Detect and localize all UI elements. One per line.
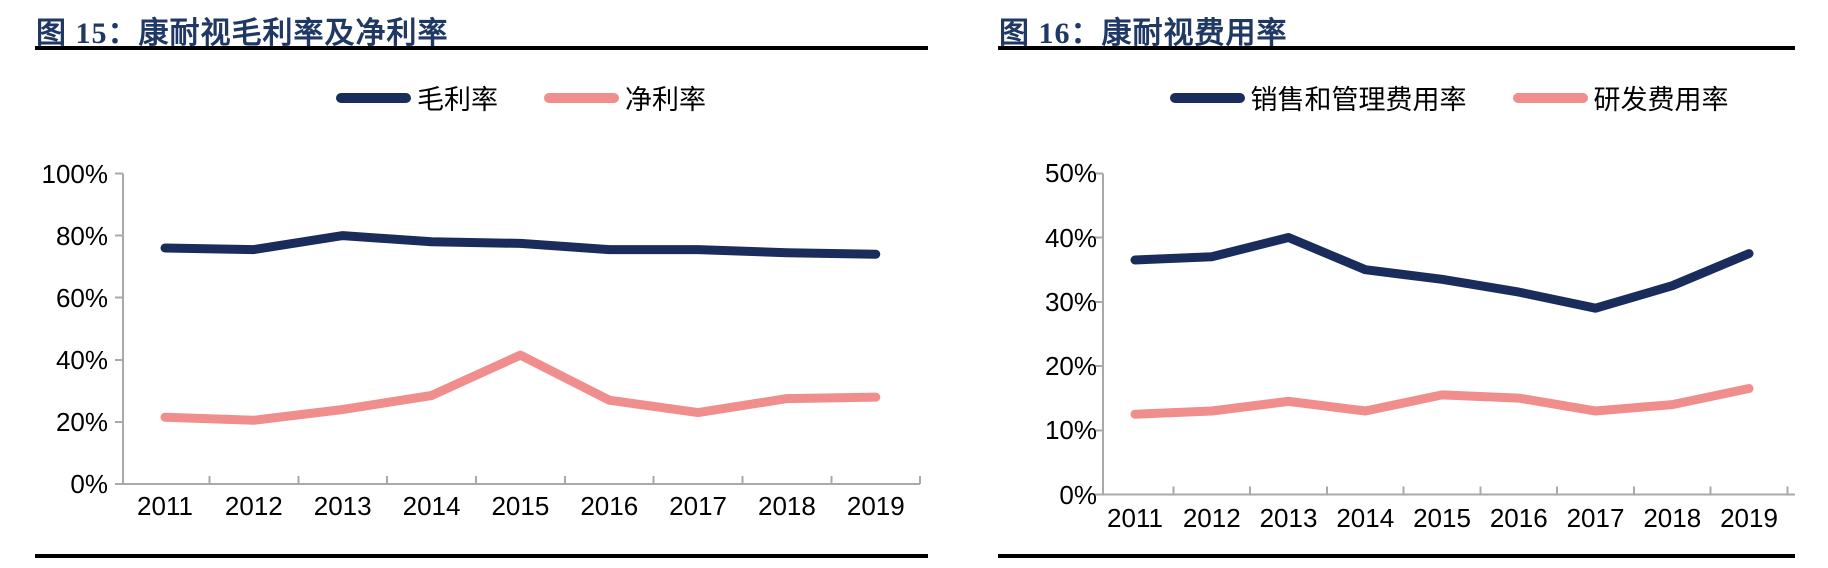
- y-tick-label: 40%: [1044, 222, 1097, 253]
- legend-label: 销售和管理费用率: [1250, 85, 1467, 115]
- y-tick-label: 10%: [1044, 415, 1097, 446]
- legend-label: 研发费用率: [1593, 85, 1729, 115]
- figure-16-title: 图 16：康耐视费用率: [999, 17, 1288, 50]
- legend-label: 净利率: [625, 85, 706, 115]
- x-tick-label: 2017: [669, 491, 728, 521]
- y-tick-label: 80%: [55, 220, 108, 251]
- y-tick-label: 0%: [70, 469, 108, 499]
- y-tick-label: 0%: [1059, 479, 1097, 510]
- legend-item: 净利率: [544, 78, 706, 117]
- x-tick-label: 2013: [313, 491, 372, 521]
- y-tick-label: 50%: [1044, 158, 1097, 189]
- x-tick-label: 2015: [491, 491, 550, 521]
- series-line-0: [160, 231, 881, 259]
- x-tick-label: 2012: [224, 491, 283, 521]
- x-tick-label: 2011: [1107, 503, 1163, 533]
- x-tick-label: 2014: [1336, 503, 1395, 533]
- x-tick-label: 2016: [580, 491, 639, 521]
- legend-swatch-icon: [1169, 92, 1245, 103]
- x-tick-label: 2012: [1182, 503, 1241, 533]
- x-tick-label: 2016: [1489, 503, 1548, 533]
- figure-16-header-rule: [998, 46, 1795, 50]
- legend-swatch-icon: [336, 92, 411, 103]
- y-tick-label: 30%: [1044, 286, 1097, 317]
- x-tick-label: 2019: [846, 491, 905, 521]
- y-tick-label: 20%: [55, 406, 108, 437]
- x-tick-label: 2018: [1643, 503, 1702, 533]
- figure-16-footer-rule: [998, 554, 1795, 558]
- series-line-1: [160, 350, 881, 425]
- legend-swatch-icon: [1512, 92, 1588, 103]
- y-tick-label: 100%: [41, 158, 109, 189]
- figure-15-footer-rule: [35, 554, 928, 558]
- figure-15-header-rule: [35, 46, 928, 50]
- y-tick-label: 20%: [1044, 351, 1097, 382]
- legend-item: 研发费用率: [1512, 78, 1729, 117]
- legend-item: 销售和管理费用率: [1169, 78, 1467, 117]
- x-tick-label: 2019: [1720, 503, 1778, 533]
- series-line-1: [1130, 384, 1754, 419]
- legend-swatch-icon: [544, 92, 619, 103]
- figure-16-legend: 销售和管理费用率 研发费用率: [999, 78, 1828, 117]
- legend-item: 毛利率: [336, 78, 498, 117]
- legend-label: 毛利率: [417, 85, 498, 115]
- x-tick-label: 2018: [758, 491, 816, 521]
- x-tick-label: 2015: [1413, 503, 1471, 533]
- x-tick-label: 2014: [402, 491, 461, 521]
- x-tick-label: 2011: [137, 491, 193, 521]
- x-tick-label: 2013: [1259, 503, 1318, 533]
- figure-15-legend: 毛利率 净利率: [71, 78, 971, 117]
- y-tick-label: 40%: [55, 344, 108, 375]
- y-tick-label: 60%: [55, 282, 108, 313]
- figure-15-title: 图 15：康耐视毛利率及净利率: [36, 17, 449, 50]
- x-tick-label: 2017: [1566, 503, 1625, 533]
- series-line-0: [1130, 233, 1754, 313]
